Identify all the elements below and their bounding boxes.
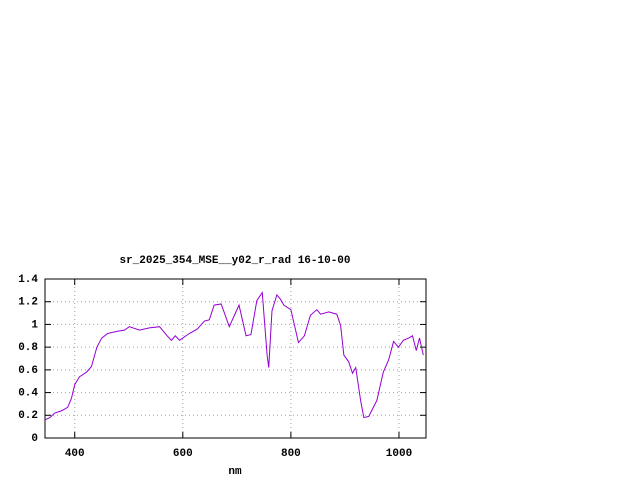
y-tick-label: 0.8 xyxy=(18,342,38,354)
y-tick-label: 0.4 xyxy=(18,387,38,399)
y-tick-label: 1.4 xyxy=(18,274,38,286)
x-tick-label: 800 xyxy=(281,448,301,460)
x-tick-label: 1000 xyxy=(386,448,412,460)
y-tick-label: 0.2 xyxy=(18,410,38,422)
y-tick-label: 0 xyxy=(31,433,38,445)
chart-title: sr_2025_354_MSE__y02_r_rad 16-10-00 xyxy=(119,255,350,267)
x-tick-label: 600 xyxy=(173,448,193,460)
x-tick-label: 400 xyxy=(65,448,85,460)
plot-border xyxy=(44,278,427,439)
data-line xyxy=(44,291,424,421)
y-tick-label: 1 xyxy=(31,319,38,331)
y-tick-label: 1.2 xyxy=(18,297,38,309)
x-axis-label: nm xyxy=(228,466,242,478)
y-tick-label: 0.6 xyxy=(18,365,38,377)
